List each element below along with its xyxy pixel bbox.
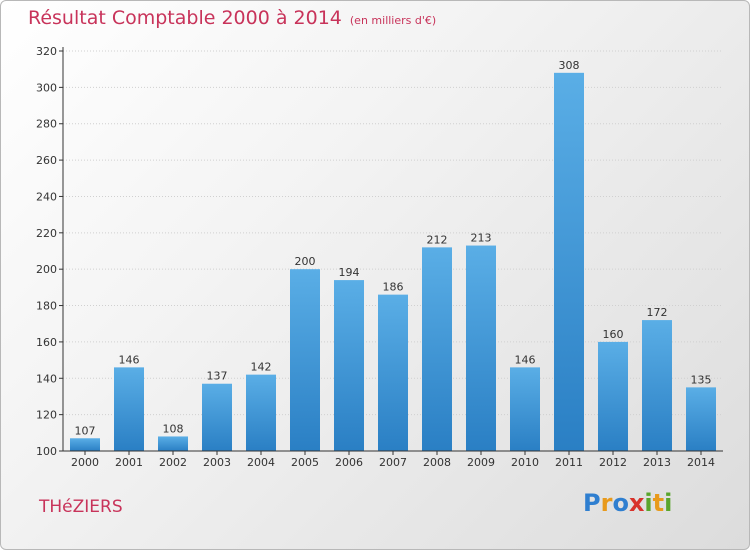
x-tick-label: 2005 [291,456,319,469]
chart-title-text: Résultat Comptable 2000 à 2014 [28,7,342,29]
x-tick-label: 2007 [379,456,407,469]
bar-2012 [598,341,628,451]
bar-2011 [554,72,584,452]
x-tick-label: 2011 [555,456,583,469]
logo-letter: x [628,489,645,517]
data-label: 194 [339,266,360,279]
x-tick-label: 2006 [335,456,363,469]
data-label: 186 [383,281,404,294]
x-tick-label: 2004 [247,456,275,469]
bar-2002 [158,436,188,451]
bar-2004 [246,374,276,451]
data-label: 200 [295,255,316,268]
y-tick-label: 280 [36,118,57,131]
commune-name: THéZIERS [39,497,123,517]
x-tick-label: 2000 [71,456,99,469]
bar-2010 [510,367,540,451]
data-label: 137 [207,370,228,383]
x-tick-label: 2010 [511,456,539,469]
bar-2003 [202,383,232,451]
bar-2000 [70,438,100,451]
data-label: 108 [163,422,184,435]
x-tick-label: 2013 [643,456,671,469]
bar-2001 [114,367,144,451]
y-tick-label: 200 [36,263,57,276]
logo-letter: P [583,489,601,517]
data-label: 213 [471,232,492,245]
data-label: 146 [515,353,536,366]
y-tick-label: 180 [36,300,57,313]
logo-letter: t [652,489,665,517]
bar-2006 [334,280,364,451]
y-tick-label: 240 [36,190,57,203]
y-tick-label: 100 [36,445,57,458]
x-tick-label: 2008 [423,456,451,469]
data-label: 142 [251,361,272,374]
bar-2014 [686,387,716,451]
x-tick-label: 2001 [115,456,143,469]
y-tick-label: 140 [36,372,57,385]
data-label: 212 [427,233,448,246]
bars-layer: 107 146 108 137 142 200 194 186 212 213 146 308 160 1… [70,59,716,452]
bar-2009 [466,245,496,451]
y-tick-label: 300 [36,81,57,94]
logo-letter: o [612,489,629,517]
chart-subtitle: (en milliers d'€) [349,14,437,27]
data-label: 146 [119,353,140,366]
x-tick-label: 2002 [159,456,187,469]
x-tick-label: 2012 [599,456,627,469]
logo-letter: r [600,489,613,517]
x-tick-label: 2014 [687,456,715,469]
x-tick-label: 2003 [203,456,231,469]
y-tick-label: 320 [36,45,57,58]
data-label: 160 [603,328,624,341]
bar-2007 [378,294,408,451]
y-tick-label: 260 [36,154,57,167]
data-label: 107 [75,424,96,437]
y-tick-label: 220 [36,227,57,240]
chart-title: Résultat Comptable 2000 à 2014 (en millie… [28,7,436,29]
logo-letter: i [664,489,673,517]
bar-2013 [642,320,672,451]
y-tick-label: 160 [36,336,57,349]
data-label: 135 [691,373,712,386]
proxiti-logo[interactable]: Proxiti [583,489,672,517]
bar-2008 [422,247,452,451]
y-tick-label: 120 [36,409,57,422]
logo-letter: i [644,489,653,517]
data-label: 172 [647,306,668,319]
bar-2005 [290,269,320,451]
x-tick-label: 2009 [467,456,495,469]
data-label: 308 [559,59,580,72]
axis-layer: 100 120 140 160 180 200 220 240 260 280 300 320 2000… [36,45,723,469]
